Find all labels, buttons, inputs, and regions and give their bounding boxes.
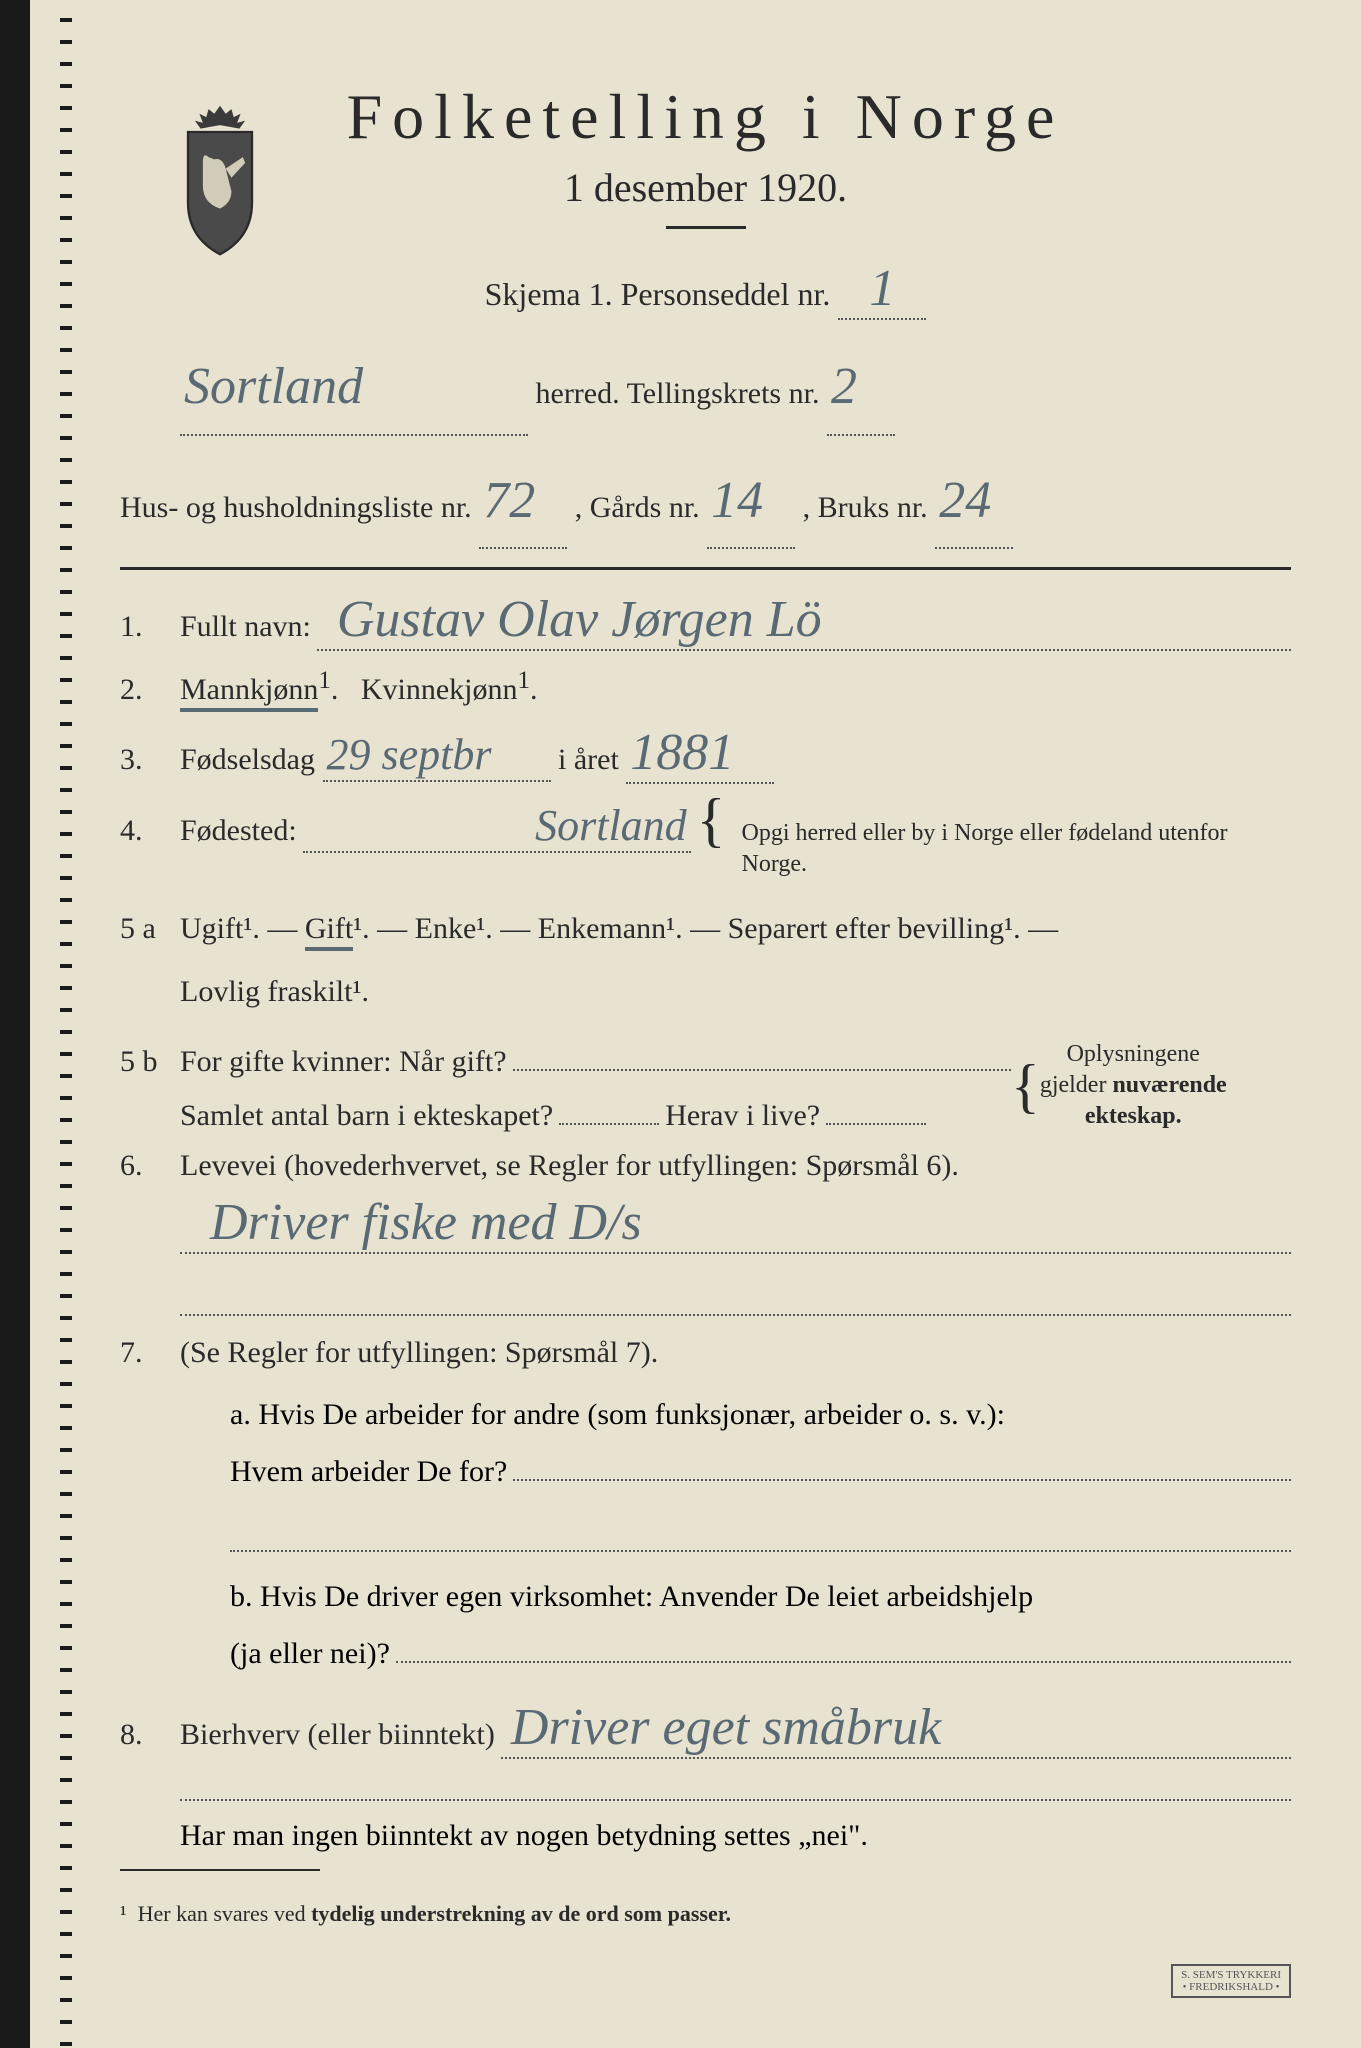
personseddel-nr: 1 — [869, 259, 895, 318]
q5b: 5 b For gifte kvinner: Når gift? Samlet … — [120, 1039, 1291, 1133]
q4-label: Fødested: — [180, 814, 297, 848]
q5b-l2: Samlet antal barn i ekteskapet? — [180, 1099, 553, 1133]
q5a-rest: ¹. — Enke¹. — Enkemann¹. — Separert efte… — [353, 912, 1058, 945]
q2-mann: Mannkjønn — [180, 673, 318, 712]
q7: 7. (Se Regler for utfyllingen: Spørsmål … — [120, 1336, 1291, 1370]
footnote: ¹ Her kan svares ved tydelig understrekn… — [120, 1901, 1291, 1927]
q4-num: 4. — [120, 814, 180, 848]
q3-v2: 1881 — [630, 723, 734, 782]
q6-label: Levevei (hovederhvervet, se Regler for u… — [180, 1149, 959, 1182]
herred-line: Sortland herred. Tellingskrets nr. 2 — [180, 340, 1291, 436]
q7-label: (Se Regler for utfyllingen: Spørsmål 7). — [180, 1336, 658, 1369]
q8-label: Bierhverv (eller biinntekt) — [180, 1718, 495, 1752]
q7b-l1: b. Hvis De driver egen virksomhet: Anven… — [230, 1580, 1033, 1613]
q6-value: Driver fiske med D/s — [210, 1193, 642, 1252]
form-subtitle: 1 desember 1920. — [120, 164, 1291, 211]
q4-value: Sortland — [535, 800, 687, 851]
hus-label2: , Gårds nr. — [575, 491, 700, 524]
q5a-gift: Gift — [305, 912, 353, 951]
q1-num: 1. — [120, 610, 180, 644]
q3-label1: Fødselsdag — [180, 743, 315, 776]
footer-line: Har man ingen biinntekt av nogen betydni… — [180, 1819, 1291, 1853]
q7a-l1: a. Hvis De arbeider for andre (som funks… — [230, 1398, 1005, 1431]
hus-label3: , Bruks nr. — [803, 491, 928, 524]
q8-num: 8. — [120, 1718, 180, 1752]
hus-v1: 72 — [483, 454, 535, 548]
q5b-note: Oplysningene gjelder nuværende ekteskap. — [1040, 1039, 1227, 1133]
q5b-num: 5 b — [120, 1045, 180, 1079]
title-rule — [666, 226, 746, 229]
q7b-l2: (ja eller nei)? — [230, 1625, 390, 1682]
krets-value: 2 — [831, 340, 857, 434]
q5a-ugift: Ugift¹. — — [180, 912, 305, 945]
form-title: Folketelling i Norge — [120, 80, 1291, 154]
q7a: a. Hvis De arbeider for andre (som funks… — [230, 1386, 1291, 1552]
q4: 4. Fødested: Sortland { Opgi herred elle… — [120, 800, 1291, 880]
skjema-label: Skjema 1. Personseddel nr. — [485, 276, 831, 312]
q6-num: 6. — [120, 1149, 180, 1183]
q2: 2. Mannkjønn1. Kvinnekjønn1. — [120, 667, 1291, 707]
q4-note: Opgi herred eller by i Norge eller fødel… — [741, 818, 1291, 880]
herred-value: Sortland — [184, 340, 363, 434]
q5a-last: Lovlig fraskilt¹. — [180, 975, 369, 1008]
hus-v2: 14 — [711, 454, 763, 548]
q5a-num: 5 a — [120, 912, 180, 946]
q5b-l1: For gifte kvinner: Når gift? — [180, 1045, 507, 1079]
q8: 8. Bierhverv (eller biinntekt) Driver eg… — [120, 1698, 1291, 1759]
footnote-rule — [120, 1869, 320, 1871]
perforation-edge — [60, 0, 72, 2048]
q6: 6. Levevei (hovederhvervet, se Regler fo… — [120, 1149, 1291, 1316]
q1-value: Gustav Olav Jørgen Lö — [337, 590, 822, 649]
herred-label: herred. Tellingskrets nr. — [536, 377, 820, 410]
q7-num: 7. — [120, 1336, 180, 1370]
section-rule-1 — [120, 567, 1291, 570]
q3-v1: 29 septbr — [327, 729, 492, 780]
q5a: 5 a Ugift¹. — Gift¹. — Enke¹. — Enkemann… — [120, 897, 1291, 1023]
q3-label2: i året — [558, 743, 619, 776]
q7b: b. Hvis De driver egen virksomhet: Anven… — [230, 1568, 1291, 1682]
census-form-page: Folketelling i Norge 1 desember 1920. Sk… — [0, 0, 1361, 2048]
q2-num: 2. — [120, 673, 180, 707]
q5b-l3: Herav i live? — [665, 1099, 820, 1133]
q1-label: Fullt navn: — [180, 610, 311, 644]
coat-of-arms-icon — [160, 100, 280, 260]
hus-label1: Hus- og husholdningsliste nr. — [120, 491, 472, 524]
printer-stamp: S. SEM'S TRYKKERI • FREDRIKSHALD • — [1171, 1964, 1291, 1998]
hus-v3: 24 — [939, 454, 991, 548]
skjema-line: Skjema 1. Personseddel nr. 1 — [120, 259, 1291, 320]
q1: 1. Fullt navn: Gustav Olav Jørgen Lö — [120, 590, 1291, 651]
q2-kvinne: Kvinnekjønn — [361, 673, 518, 706]
q3: 3. Fødselsdag 29 septbr i året 1881 — [120, 723, 1291, 784]
hus-line: Hus- og husholdningsliste nr. 72 , Gårds… — [120, 454, 1291, 550]
form-header: Folketelling i Norge 1 desember 1920. — [120, 80, 1291, 229]
q8-value: Driver eget småbruk — [511, 1698, 941, 1757]
q7a-l2: Hvem arbeider De for? — [230, 1443, 507, 1500]
q3-num: 3. — [120, 743, 180, 777]
